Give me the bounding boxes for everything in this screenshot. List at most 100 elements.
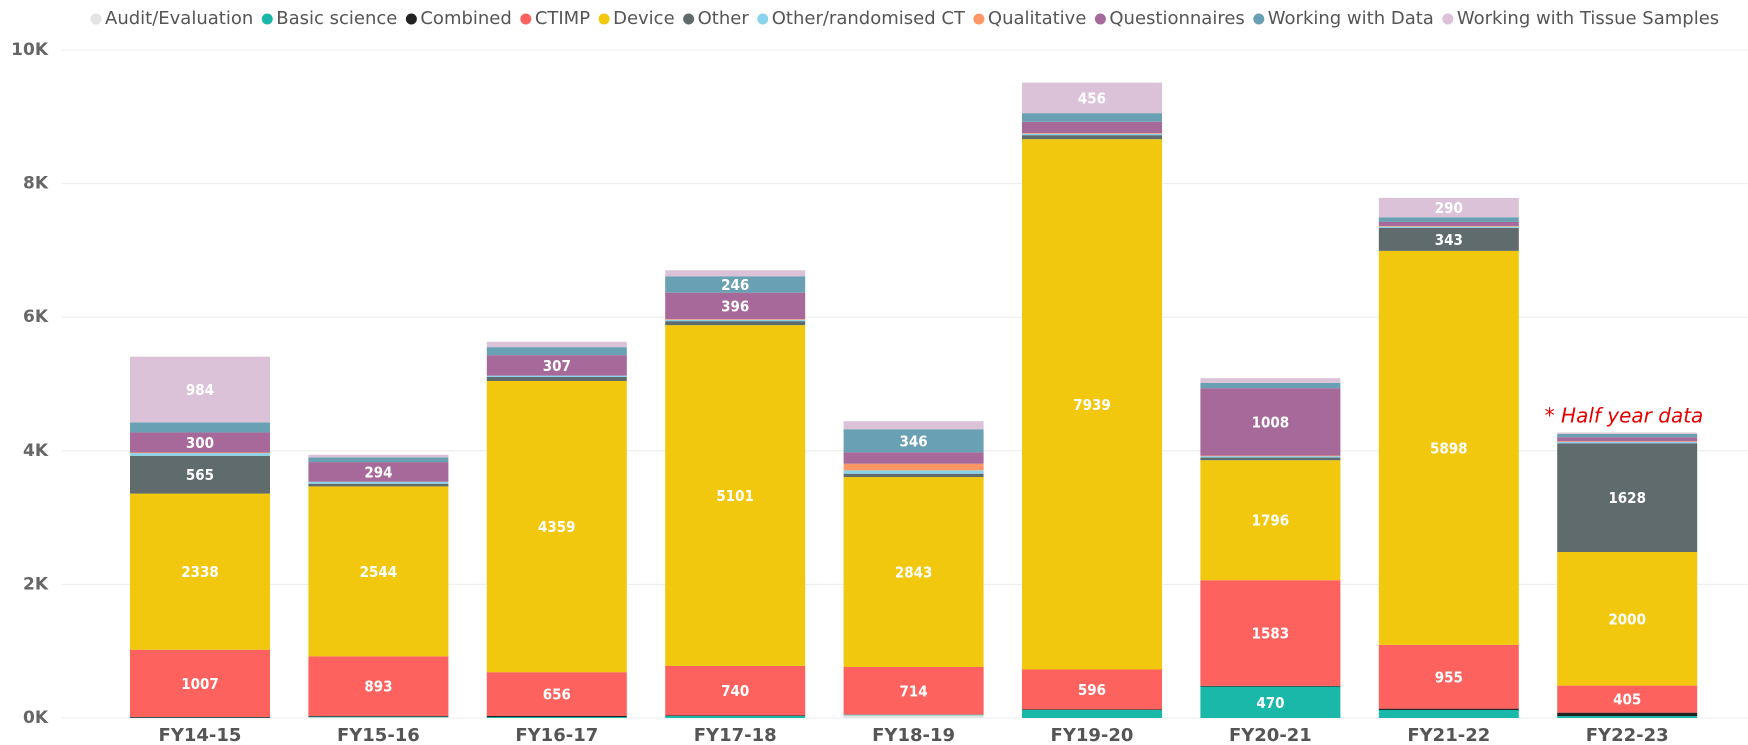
- y-tick-label: 0K: [23, 708, 49, 728]
- bar-segment: [1200, 457, 1341, 461]
- bar-segment: [1378, 250, 1519, 645]
- legend-label: Device: [613, 8, 675, 29]
- data-label: 5101: [716, 487, 754, 505]
- bar-segment: [843, 473, 984, 478]
- bar-segment: [1200, 378, 1341, 383]
- bar-segment: [1557, 552, 1698, 686]
- legend-marker: [683, 13, 695, 25]
- bar-segment: [130, 716, 270, 718]
- bar-segment: [308, 483, 449, 487]
- y-tick-label: 2K: [23, 574, 49, 594]
- data-label: 1583: [1252, 625, 1290, 643]
- bar-segment: [1378, 197, 1519, 218]
- data-label: 294: [364, 463, 392, 481]
- bar-segment: [1022, 709, 1162, 710]
- bar-segment: [1557, 432, 1698, 434]
- bar-segment: [1022, 121, 1162, 134]
- data-label: 1796: [1252, 512, 1290, 530]
- x-tick-label: FY22-23: [1586, 725, 1669, 745]
- x-tick-label: FY18-19: [872, 725, 955, 745]
- legend-label: Qualitative: [988, 8, 1086, 29]
- y-tick-label: 8K: [23, 174, 49, 194]
- data-label: 656: [543, 686, 571, 704]
- bar-segment: [843, 463, 984, 471]
- legend-label: Audit/Evaluation: [105, 8, 253, 29]
- legend-marker: [520, 13, 532, 25]
- bar-segment: [308, 481, 449, 484]
- data-label: 2338: [181, 563, 219, 581]
- bar-segment: [130, 453, 270, 456]
- data-label: 346: [900, 432, 928, 450]
- bar-segment: [130, 452, 270, 454]
- legend-label: Questionnaires: [1109, 8, 1244, 29]
- bar-segment: [130, 455, 270, 494]
- bar-segment: [1378, 217, 1519, 222]
- bar-segment: [665, 270, 806, 277]
- bar-segment: [1378, 226, 1519, 228]
- data-label: 2000: [1608, 610, 1646, 628]
- y-tick-label: 10K: [11, 40, 49, 60]
- y-tick-label: 4K: [23, 441, 49, 461]
- legend-marker: [973, 13, 985, 25]
- bar-segment: [665, 276, 806, 293]
- bar-segment: [308, 716, 449, 718]
- data-label: 405: [1613, 691, 1641, 709]
- data-label: 740: [721, 682, 749, 700]
- bar-segment: [1022, 139, 1162, 670]
- bar-segment: [1022, 709, 1162, 718]
- bar-segment: [1378, 708, 1519, 710]
- legend-marker: [261, 13, 273, 25]
- bar-segment: [1022, 135, 1162, 140]
- bar-segment: [308, 462, 449, 482]
- bar-segment: [665, 319, 806, 322]
- bar-segment: [1022, 669, 1162, 710]
- legend-marker: [405, 13, 417, 25]
- x-tick-label: FY21-22: [1407, 725, 1490, 745]
- bar-segment: [130, 432, 270, 453]
- bar-segment: [1378, 227, 1519, 251]
- data-label: 5898: [1430, 439, 1468, 457]
- bar-segment: [1200, 685, 1341, 687]
- data-label: 2843: [895, 564, 933, 582]
- bar-segment: [1378, 709, 1519, 718]
- legend-marker: [757, 13, 769, 25]
- bar-segment: [486, 347, 627, 356]
- bar-segment: [665, 292, 806, 320]
- bar-segment: [486, 341, 627, 348]
- annotation: * Half year data: [1545, 404, 1704, 428]
- bar-segment: [1200, 456, 1341, 458]
- bar-segment: [486, 355, 627, 376]
- bar-segment: [1378, 644, 1519, 709]
- bar-segment: [486, 375, 627, 377]
- bar-segment: [1200, 455, 1341, 457]
- data-label: 955: [1435, 668, 1463, 686]
- bar-segment: [130, 493, 270, 650]
- bar-segment: [1200, 382, 1341, 389]
- bar-segment: [130, 356, 270, 423]
- bar-segment: [308, 715, 449, 717]
- data-label: 565: [186, 466, 214, 484]
- bar-segment: [1557, 433, 1698, 438]
- y-tick-label: 6K: [23, 307, 49, 327]
- bar-segment: [843, 666, 984, 715]
- bar-segment: [308, 454, 449, 458]
- bar-segment: [843, 452, 984, 464]
- data-label: 300: [186, 434, 214, 452]
- bar-segment: [665, 715, 806, 716]
- x-tick-label: FY19-20: [1051, 725, 1134, 745]
- bar-segment: [130, 649, 270, 717]
- x-tick-label: FY17-18: [694, 725, 777, 745]
- bar-segment: [1557, 712, 1698, 716]
- bar-segment: [1022, 133, 1162, 134]
- bar-segment: [486, 376, 627, 381]
- data-label: 1007: [181, 675, 219, 693]
- bar-segment: [1557, 441, 1698, 442]
- legend-label: CTIMP: [535, 8, 590, 29]
- legend-marker: [1442, 13, 1454, 25]
- data-label: 4359: [538, 518, 576, 536]
- data-label: 246: [721, 276, 749, 294]
- bar-segment: [665, 715, 806, 718]
- legend-marker: [1253, 13, 1265, 25]
- bar-segment: [308, 656, 449, 716]
